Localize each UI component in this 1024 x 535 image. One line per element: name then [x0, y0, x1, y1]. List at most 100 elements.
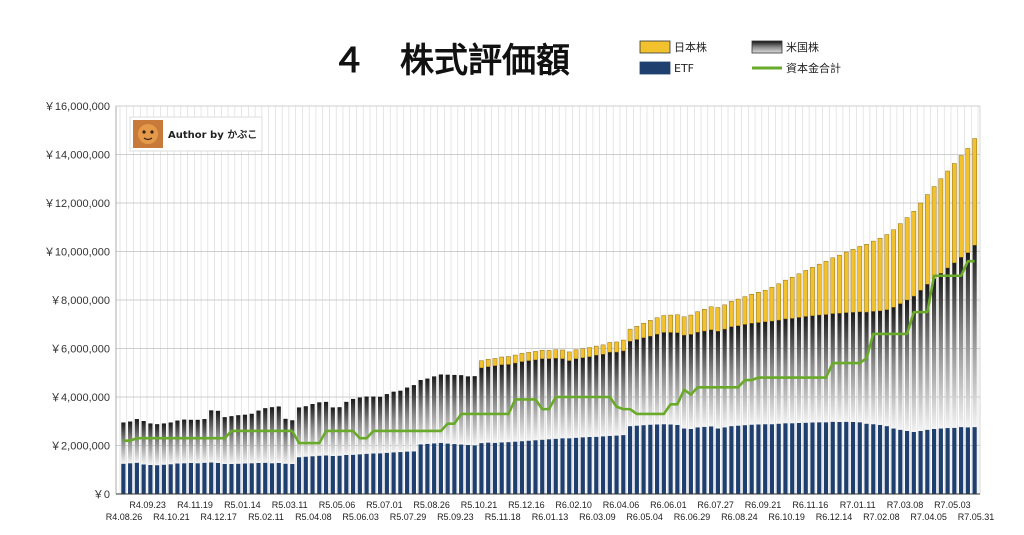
bar-us-stock: [749, 323, 754, 425]
bar-us-stock: [837, 313, 842, 422]
bar-japan-stock: [593, 345, 599, 356]
bar-us-stock: [283, 418, 288, 464]
bar-etf: [236, 463, 241, 494]
bar-japan-stock: [952, 163, 957, 264]
bar-us-stock: [655, 334, 660, 425]
bar-japan-stock: [938, 178, 944, 274]
bar-japan-stock: [796, 273, 802, 318]
bar-etf: [290, 463, 295, 494]
bar-japan-stock: [681, 316, 687, 336]
bar-etf: [263, 462, 268, 494]
bar-etf: [506, 442, 511, 494]
bar-us-stock: [871, 311, 876, 425]
bar-japan-stock: [512, 354, 518, 364]
bar-us-stock: [121, 422, 126, 464]
bar-etf: [736, 425, 741, 494]
bar-japan-stock: [533, 351, 538, 361]
bar-japan-stock: [492, 358, 498, 366]
bar-etf: [141, 464, 146, 494]
bar-etf: [229, 463, 234, 494]
bar-us-stock: [492, 365, 498, 443]
chart-title: ４ 株式評価額: [332, 41, 570, 81]
bar-us-stock: [202, 419, 207, 463]
bar-etf: [445, 443, 450, 494]
bar-etf: [472, 445, 477, 494]
bar-us-stock: [546, 358, 552, 440]
x-tick-label: R7.02.08: [863, 512, 900, 522]
x-tick-label: R6.07.27: [697, 500, 734, 510]
bar-us-stock: [472, 376, 477, 446]
bar-japan-stock: [803, 270, 809, 317]
bar-etf: [769, 424, 775, 494]
bar-etf: [330, 455, 335, 494]
x-tick-label: R5.10.21: [461, 500, 498, 510]
bar-japan-stock: [783, 279, 788, 320]
bar-etf: [303, 456, 308, 494]
y-tick-label: ￥10,000,000: [44, 247, 110, 259]
bar-etf: [702, 426, 707, 494]
bar-us-stock: [438, 374, 443, 443]
bar-etf: [587, 437, 592, 494]
bar-us-stock: [195, 419, 200, 464]
bar-japan-stock: [830, 257, 836, 314]
bar-etf: [783, 423, 788, 494]
bar-japan-stock: [857, 246, 863, 313]
y-tick-label: ￥6,000,000: [50, 344, 110, 356]
bar-us-stock: [141, 421, 146, 465]
y-axis-ticks: ￥0 ￥2,000,000 ￥4,000,000 ￥6,000,000 ￥8,000,0…: [44, 101, 110, 501]
bar-etf: [337, 455, 342, 494]
bar-etf: [323, 455, 329, 494]
bar-japan-stock: [539, 349, 545, 359]
bar-etf: [959, 427, 964, 494]
bar-japan-stock: [870, 240, 876, 312]
legend: 日本株 米国株 ETF 資本金合計: [639, 40, 841, 75]
x-tick-label: R6.02.10: [555, 500, 592, 510]
bar-japan-stock: [641, 323, 646, 339]
bar-japan-stock: [708, 306, 714, 331]
bar-etf: [242, 463, 248, 494]
bar-etf: [567, 438, 572, 494]
x-tick-label: R5.05.06: [319, 500, 356, 510]
bar-etf: [533, 440, 538, 494]
bar-us-stock: [850, 312, 856, 422]
bar-etf: [904, 430, 910, 494]
x-tick-label: R5.01.14: [224, 500, 261, 510]
bar-etf: [364, 453, 369, 494]
bar-japan-stock: [519, 353, 525, 362]
bar-etf: [810, 422, 815, 494]
bar-us-stock: [310, 404, 315, 457]
x-tick-label: R6.12.14: [816, 512, 853, 522]
x-tick-label: R6.08.24: [721, 512, 758, 522]
bar-us-stock: [911, 296, 916, 432]
capital-line: [123, 259, 975, 445]
bar-japan-stock: [566, 351, 572, 361]
bar-us-stock: [864, 312, 869, 424]
bar-japan-stock: [506, 356, 511, 365]
plot-area: ￥0 ￥2,000,000 ￥4,000,000 ￥6,000,000 ￥8,000,0…: [44, 101, 994, 522]
bar-us-stock: [607, 352, 612, 436]
bar-us-stock: [830, 313, 835, 422]
bar-japan-stock: [702, 309, 707, 332]
bar-etf: [350, 454, 356, 494]
x-tick-label: R5.04.08: [295, 512, 332, 522]
bar-us-stock: [344, 401, 349, 455]
bar-etf: [695, 427, 700, 494]
bar-etf: [411, 451, 416, 494]
legend-swatch-japan: [639, 40, 671, 54]
bar-us-stock: [168, 422, 173, 465]
bar-us-stock: [688, 334, 693, 430]
bar-etf: [202, 462, 207, 494]
bar-japan-stock: [553, 349, 559, 359]
bar-us-stock: [161, 423, 167, 465]
bar-us-stock: [627, 341, 633, 427]
bar-etf: [344, 454, 349, 494]
x-tick-label: R4.08.26: [106, 512, 143, 522]
bar-us-stock: [276, 406, 281, 463]
bar-etf: [911, 431, 916, 494]
x-tick-label: R5.09.23: [437, 512, 474, 522]
bar-us-stock: [709, 329, 714, 427]
bar-etf: [627, 426, 633, 494]
bar-us-stock: [877, 310, 883, 425]
bar-us-stock: [898, 303, 903, 430]
x-tick-label: R4.10.21: [153, 512, 190, 522]
